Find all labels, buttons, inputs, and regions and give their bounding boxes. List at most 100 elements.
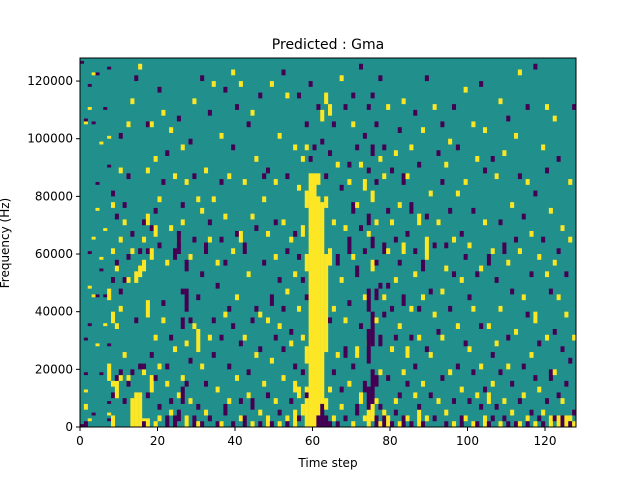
heatmap-cell-low bbox=[281, 69, 286, 76]
heatmap-cell-high bbox=[99, 256, 104, 260]
heatmap-cell-low bbox=[335, 254, 340, 266]
heatmap-cell-low bbox=[118, 369, 123, 376]
heatmap-cell-high bbox=[297, 386, 302, 399]
heatmap-cell-high bbox=[413, 271, 418, 278]
heatmap-cell-low bbox=[122, 398, 127, 404]
heatmap-cell-high bbox=[393, 277, 398, 283]
heatmap-cell-low bbox=[444, 421, 449, 427]
axes-frame bbox=[79, 57, 577, 428]
heatmap-cell-high bbox=[448, 369, 453, 376]
heatmap-cell-high bbox=[285, 415, 290, 422]
heatmap-cell-low bbox=[359, 63, 364, 70]
heatmap-cell-low bbox=[421, 421, 426, 427]
y-tick-label: 0 bbox=[65, 420, 73, 434]
heatmap-cell-high bbox=[215, 259, 220, 266]
heatmap-cell-low bbox=[219, 334, 224, 341]
heatmap-cell-low bbox=[382, 242, 387, 255]
heatmap-cell-low bbox=[386, 282, 391, 289]
heatmap-cell-high bbox=[351, 421, 356, 427]
heatmap-cell-high bbox=[390, 346, 395, 353]
heatmap-cell-low bbox=[339, 184, 344, 191]
heatmap-cell-low bbox=[238, 398, 243, 404]
heatmap-cell-high bbox=[424, 236, 429, 260]
heatmap-cell-low bbox=[355, 265, 360, 278]
heatmap-cell-high bbox=[440, 334, 445, 341]
heatmap-cell-high bbox=[95, 343, 100, 347]
heatmap-cell-high bbox=[258, 409, 263, 416]
heatmap-cell-high bbox=[235, 375, 240, 381]
heatmap-cell-high bbox=[320, 109, 325, 122]
heatmap-cell-high bbox=[207, 236, 212, 243]
heatmap-cell-high bbox=[545, 104, 550, 110]
heatmap-cell-low bbox=[556, 392, 561, 399]
heatmap-cell-high bbox=[95, 207, 100, 211]
heatmap-cell-low bbox=[83, 372, 88, 376]
heatmap-cell-low bbox=[289, 398, 294, 404]
heatmap-cell-high bbox=[568, 415, 573, 422]
heatmap-cell-low bbox=[304, 392, 309, 399]
heatmap-cell-low bbox=[266, 392, 271, 399]
heatmap-cell-high bbox=[568, 179, 573, 185]
heatmap-cell-high bbox=[331, 219, 336, 226]
heatmap-cell-low bbox=[417, 403, 422, 410]
heatmap-cell-low bbox=[479, 403, 484, 410]
heatmap-cell-low bbox=[215, 421, 220, 427]
heatmap-cell-high bbox=[188, 254, 193, 260]
heatmap-cell-high bbox=[467, 346, 472, 353]
heatmap-cell-high bbox=[103, 323, 108, 327]
heatmap-cell-low bbox=[471, 369, 476, 376]
heatmap-cell-high bbox=[405, 346, 410, 358]
heatmap-cell-low bbox=[417, 161, 422, 168]
heatmap-cell-low bbox=[95, 72, 100, 76]
heatmap-cell-low bbox=[362, 248, 367, 255]
heatmap-cell-high bbox=[521, 294, 526, 301]
heatmap-cell-low bbox=[250, 317, 255, 324]
heatmap-cell-high bbox=[118, 167, 123, 174]
heatmap-cell-low bbox=[285, 421, 290, 427]
heatmap-cell-high bbox=[250, 213, 255, 220]
heatmap-cell-high bbox=[242, 334, 247, 341]
heatmap-cell-low bbox=[335, 421, 340, 427]
heatmap-cell-high bbox=[227, 173, 232, 180]
heatmap-cell-low bbox=[223, 259, 228, 266]
heatmap-cell-low bbox=[80, 60, 85, 64]
heatmap-cell-high bbox=[91, 72, 96, 76]
heatmap-cell-high bbox=[149, 248, 154, 260]
heatmap-cell-low bbox=[107, 401, 112, 404]
heatmap-cell-low bbox=[517, 398, 522, 404]
heatmap-cell-high bbox=[126, 277, 131, 283]
heatmap-cell-high bbox=[490, 380, 495, 387]
heatmap-cell-high bbox=[238, 230, 243, 243]
heatmap-cell-high bbox=[269, 81, 274, 87]
heatmap-cell-low bbox=[95, 181, 100, 185]
heatmap-cell-low bbox=[568, 421, 573, 427]
heatmap-cell-low bbox=[161, 179, 166, 185]
heatmap-cell-low bbox=[134, 317, 139, 324]
heatmap-cell-high bbox=[215, 386, 220, 393]
heatmap-cell-high bbox=[157, 196, 162, 203]
heatmap-cell-high bbox=[161, 109, 166, 116]
heatmap-cell-high bbox=[564, 311, 569, 318]
y-axis-label: Frequency (Hz) bbox=[0, 198, 12, 289]
heatmap-cell-low bbox=[149, 352, 154, 358]
heatmap-cell-low bbox=[188, 317, 193, 324]
heatmap-cell-low bbox=[452, 398, 457, 404]
heatmap-cell-low bbox=[355, 144, 360, 151]
heatmap-cell-low bbox=[285, 248, 290, 255]
heatmap-cell-high bbox=[417, 409, 422, 427]
heatmap-cell-high bbox=[525, 415, 530, 422]
plot-area bbox=[79, 57, 577, 428]
heatmap-cell-high bbox=[471, 421, 476, 427]
heatmap-cell-high bbox=[564, 415, 569, 427]
heatmap-cell-high bbox=[107, 363, 112, 381]
heatmap-cell-low bbox=[413, 248, 418, 255]
x-tick-label: 60 bbox=[305, 434, 320, 448]
heatmap-cell-high bbox=[281, 375, 286, 381]
heatmap-cell-high bbox=[514, 132, 519, 139]
heatmap-cell-low bbox=[269, 421, 274, 427]
heatmap-cell-low bbox=[366, 288, 371, 312]
heatmap-cell-low bbox=[355, 403, 360, 416]
heatmap-cell-low bbox=[215, 282, 220, 289]
heatmap-cell-low bbox=[184, 380, 189, 387]
heatmap-cell-low bbox=[525, 104, 530, 110]
